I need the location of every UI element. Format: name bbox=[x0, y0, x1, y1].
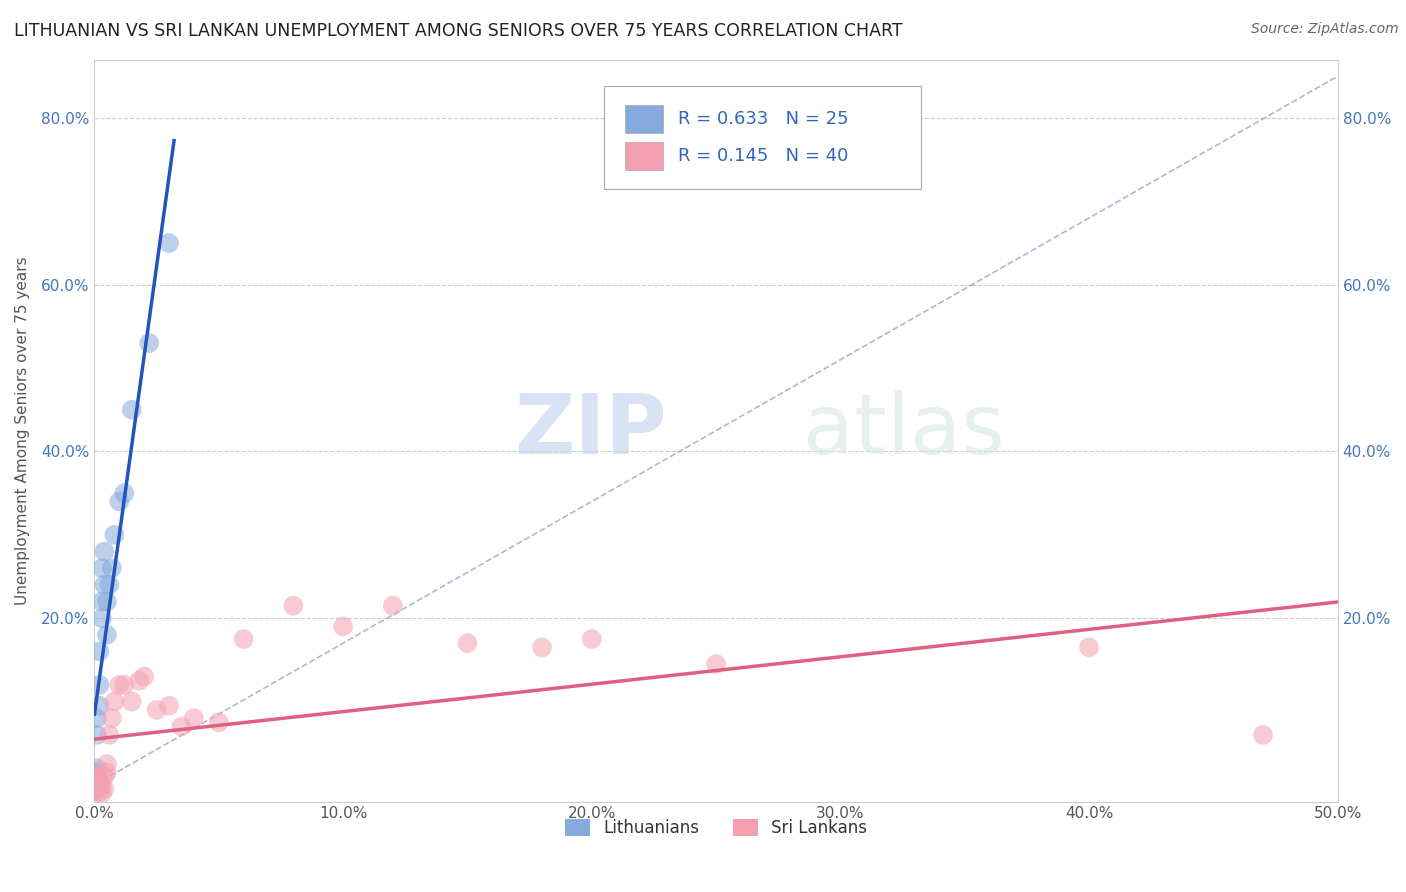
Point bbox=[93, 782, 115, 797]
Point bbox=[90, 561, 112, 575]
FancyBboxPatch shape bbox=[626, 105, 662, 133]
Point bbox=[83, 778, 105, 792]
Point bbox=[134, 669, 156, 683]
Point bbox=[86, 711, 108, 725]
Point bbox=[381, 599, 404, 613]
Point bbox=[108, 494, 131, 508]
Point bbox=[208, 715, 231, 730]
Point bbox=[86, 782, 108, 797]
Point bbox=[93, 770, 115, 784]
Point bbox=[101, 711, 124, 725]
Point bbox=[121, 402, 143, 417]
Point bbox=[83, 773, 105, 788]
Point bbox=[93, 578, 115, 592]
Text: atlas: atlas bbox=[803, 390, 1005, 471]
Y-axis label: Unemployment Among Seniors over 75 years: Unemployment Among Seniors over 75 years bbox=[15, 256, 30, 605]
Point bbox=[96, 594, 118, 608]
Point bbox=[86, 761, 108, 775]
FancyBboxPatch shape bbox=[605, 86, 921, 189]
Point bbox=[86, 773, 108, 788]
Point bbox=[103, 528, 125, 542]
Point bbox=[89, 784, 111, 798]
Point bbox=[86, 765, 108, 780]
Point bbox=[128, 673, 150, 688]
Point bbox=[98, 728, 121, 742]
Point bbox=[89, 698, 111, 713]
Point bbox=[90, 786, 112, 800]
Point bbox=[96, 765, 118, 780]
Point bbox=[86, 778, 108, 792]
FancyBboxPatch shape bbox=[626, 142, 662, 170]
Point bbox=[157, 698, 180, 713]
Point bbox=[89, 773, 111, 788]
Point bbox=[83, 773, 105, 788]
Point bbox=[183, 711, 205, 725]
Point bbox=[83, 786, 105, 800]
Point bbox=[86, 728, 108, 742]
Point bbox=[90, 778, 112, 792]
Point bbox=[90, 594, 112, 608]
Point bbox=[83, 770, 105, 784]
Point bbox=[456, 636, 478, 650]
Point bbox=[103, 694, 125, 708]
Point bbox=[89, 644, 111, 658]
Point bbox=[96, 628, 118, 642]
Point bbox=[86, 770, 108, 784]
Point bbox=[704, 657, 727, 671]
Point bbox=[581, 632, 603, 646]
Point bbox=[145, 703, 167, 717]
Point bbox=[83, 778, 105, 792]
Point bbox=[283, 599, 305, 613]
Point bbox=[89, 678, 111, 692]
Point bbox=[121, 694, 143, 708]
Point bbox=[112, 486, 135, 500]
Point bbox=[232, 632, 254, 646]
Point bbox=[108, 678, 131, 692]
Point bbox=[157, 235, 180, 250]
Legend: Lithuanians, Sri Lankans: Lithuanians, Sri Lankans bbox=[557, 810, 876, 846]
Text: ZIP: ZIP bbox=[513, 390, 666, 471]
Point bbox=[83, 782, 105, 797]
Point bbox=[83, 770, 105, 784]
Point bbox=[530, 640, 553, 655]
Point bbox=[170, 720, 193, 734]
Point bbox=[332, 619, 354, 633]
Point bbox=[98, 578, 121, 592]
Point bbox=[90, 611, 112, 625]
Point bbox=[101, 561, 124, 575]
Point bbox=[138, 336, 160, 351]
Point bbox=[96, 757, 118, 772]
Point bbox=[1251, 728, 1274, 742]
Point bbox=[112, 678, 135, 692]
Point bbox=[93, 544, 115, 558]
Text: LITHUANIAN VS SRI LANKAN UNEMPLOYMENT AMONG SENIORS OVER 75 YEARS CORRELATION CH: LITHUANIAN VS SRI LANKAN UNEMPLOYMENT AM… bbox=[14, 22, 903, 40]
Text: R = 0.145   N = 40: R = 0.145 N = 40 bbox=[678, 147, 848, 165]
Text: Source: ZipAtlas.com: Source: ZipAtlas.com bbox=[1251, 22, 1399, 37]
Point bbox=[1078, 640, 1101, 655]
Text: R = 0.633   N = 25: R = 0.633 N = 25 bbox=[678, 110, 848, 128]
